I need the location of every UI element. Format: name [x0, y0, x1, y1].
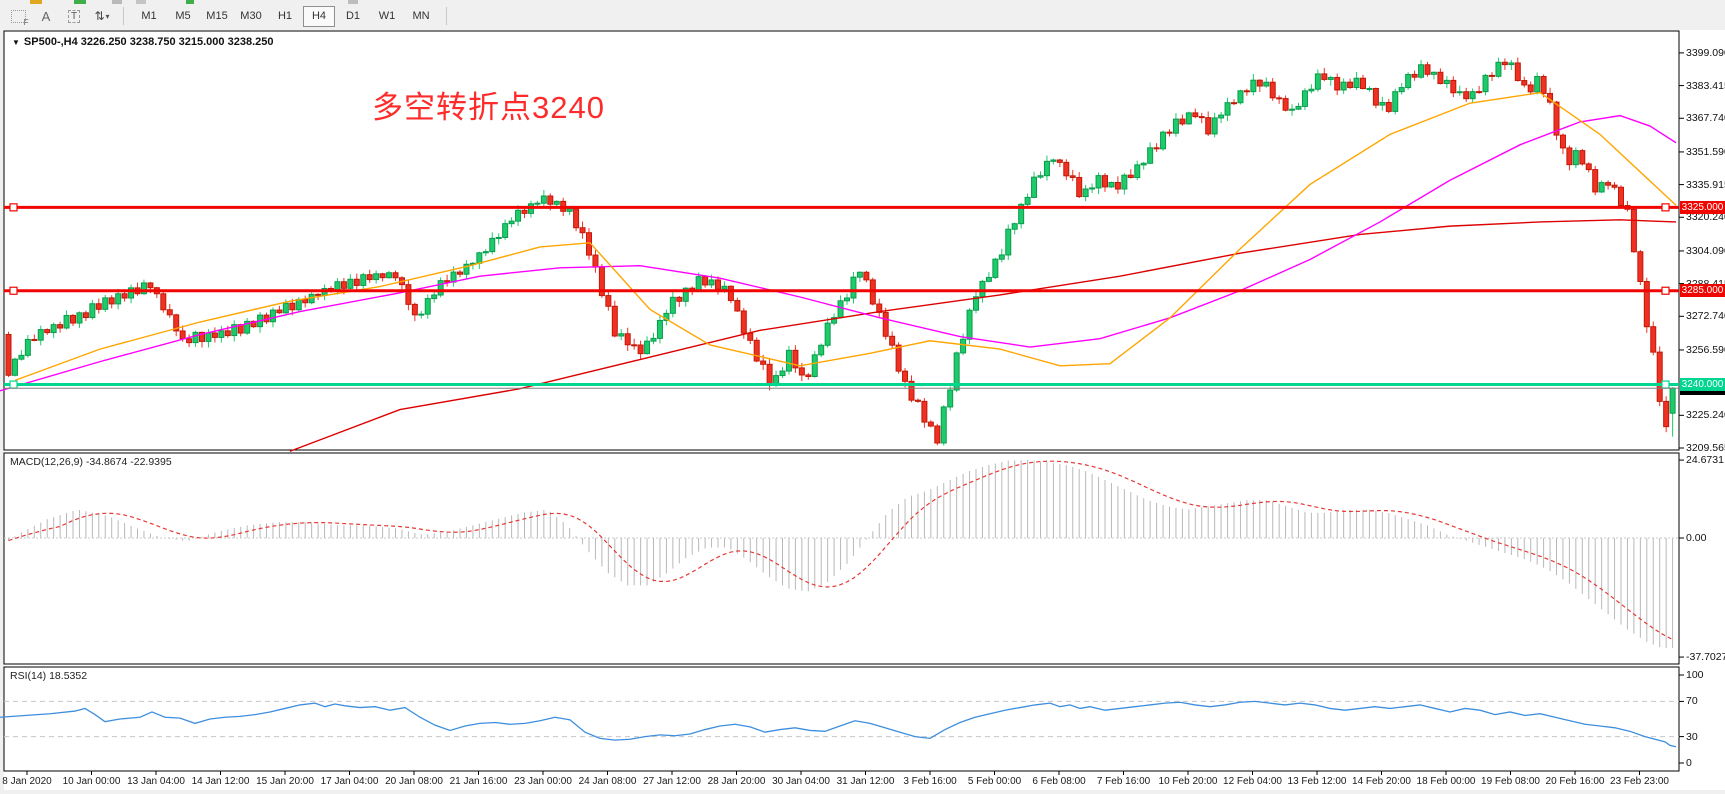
time-axis-label: 20 Jan 08:00 [385, 776, 443, 787]
price-tag-3240: 3240.000 [1680, 378, 1725, 392]
timeframe-button-h4[interactable]: H4 [303, 5, 335, 27]
timeframe-button-d1[interactable]: D1 [345, 9, 361, 22]
clipped-icon-fragment [186, 0, 194, 4]
time-axis-label: 18 Feb 00:00 [1416, 776, 1476, 787]
price-axis-label: 3272.740 [1686, 310, 1725, 323]
price-axis-label: 3304.090 [1686, 244, 1725, 257]
candlestick-series [5, 57, 1676, 446]
time-axis-label: 28 Jan 20:00 [707, 776, 766, 787]
timeframe-button-m30[interactable]: M30 [240, 9, 262, 22]
price-axis-label: 3351.590 [1686, 145, 1725, 158]
time-axis-label: 14 Jan 12:00 [191, 776, 250, 787]
timeframe-button-m15[interactable]: M15 [206, 9, 228, 22]
time-axis-label: 12 Feb 04:00 [1223, 776, 1282, 787]
time-axis-label: 30 Jan 04:00 [772, 776, 830, 787]
price-axis-label: 3225.240 [1686, 409, 1725, 422]
tool-row: F A T ⇅ ▾ M1 M5 M15 M30 H1 H4 D1 W1 MN [6, 5, 452, 27]
time-axis-label: 27 Jan 12:00 [643, 776, 701, 787]
macd-axis-label: -37.7027 [1686, 651, 1725, 664]
timeframe-buttons: M1 M5 M15 M30 H1 H4 D1 W1 MN [133, 5, 437, 27]
text-label-tool-icon[interactable]: A [41, 8, 51, 24]
text-tool-icon[interactable]: T [62, 5, 86, 27]
clipped-icon-fragment [348, 0, 358, 4]
clipped-icon-fragment [74, 0, 86, 4]
timeframe-button-mn[interactable]: MN [412, 9, 430, 22]
time-axis-label: 8 Jan 2020 [2, 776, 52, 787]
price-tag-3285: 3285.000 [1680, 284, 1725, 298]
time-axis-label: 7 Feb 16:00 [1096, 776, 1151, 787]
price-tag-3325: 3325.000 [1680, 200, 1725, 214]
timeframe-button-w1[interactable]: W1 [378, 9, 396, 22]
hline-handle[interactable] [9, 380, 18, 389]
main-pane-frame [3, 30, 1680, 451]
price-axis-label: 3367.740 [1686, 112, 1725, 125]
rsi-axis-label: 30 [1686, 730, 1698, 743]
clipped-icon-fragment [136, 0, 146, 4]
symbol-ohlc-line[interactable]: ▼ SP500-,H4 3226.250 3238.750 3215.000 32… [12, 36, 274, 48]
hline-handle[interactable] [9, 286, 18, 295]
time-axis-label: 13 Feb 12:00 [1287, 776, 1347, 787]
hline-handle[interactable] [1661, 286, 1670, 295]
timeframe-button-m5[interactable]: M5 [175, 9, 191, 22]
macd-signal-line [8, 460, 1673, 640]
rsi-label: RSI(14) 18.5352 [10, 670, 88, 682]
hline-handle[interactable] [9, 203, 18, 212]
macd-histogram [8, 460, 1674, 649]
time-axis-label: 13 Jan 04:00 [127, 776, 185, 787]
macd-label: MACD(12,26,9) -34.8674 -22.9395 [10, 456, 172, 468]
price-axis-label: 3209.565 [1686, 441, 1725, 454]
chart-annotation-text[interactable]: 多空转折点3240 [372, 90, 605, 125]
clipped-icon-fragment [30, 0, 42, 4]
time-axis-label: 10 Feb 20:00 [1158, 776, 1218, 787]
rsi-pane-frame [3, 666, 1680, 772]
time-axis-label: 24 Jan 08:00 [578, 776, 637, 787]
time-axis-label: 31 Jan 12:00 [836, 776, 895, 787]
time-axis-label: 20 Feb 16:00 [1545, 776, 1605, 787]
toolbar-separator [446, 7, 447, 25]
time-axis-label: 5 Feb 00:00 [967, 776, 1022, 787]
toolbar: F A T ⇅ ▾ M1 M5 M15 M30 H1 H4 D1 W1 MN [0, 0, 1725, 30]
time-axis-label: 23 Jan 00:00 [514, 776, 572, 787]
macd-axis-label: 0.00 [1686, 532, 1707, 544]
time-axis-label: 6 Feb 08:00 [1032, 776, 1086, 787]
rsi-axis-label: 100 [1686, 669, 1704, 681]
chevron-down-icon: ▼ [12, 38, 20, 47]
timeframe-button-m1[interactable]: M1 [141, 9, 157, 22]
price-axis-label: 3335.915 [1686, 178, 1725, 191]
time-axis-label: 3 Feb 16:00 [903, 776, 957, 787]
rsi-axis-label: 70 [1686, 695, 1698, 708]
price-axis-label: 3320.240 [1686, 211, 1725, 224]
time-axis-label: 15 Jan 20:00 [256, 776, 314, 787]
time-axis-label: 14 Feb 20:00 [1352, 776, 1411, 787]
price-axis-label: 3399.090 [1686, 46, 1725, 59]
time-axis-label: 23 Feb 23:00 [1610, 776, 1669, 787]
ma-orange-fast [14, 91, 1677, 382]
hline-handle[interactable] [1661, 203, 1670, 212]
macd-axis-label: 24.6731 [1686, 454, 1724, 467]
time-axis-label: 21 Jan 16:00 [449, 776, 508, 787]
macd-pane-frame [3, 452, 1680, 665]
clipped-icon-fragment [112, 0, 122, 4]
time-axis-label: 10 Jan 00:00 [62, 776, 121, 787]
price-axis-label: 3256.590 [1686, 343, 1725, 356]
price-axis-label: 3383.415 [1686, 79, 1725, 92]
hline-handle[interactable] [1661, 380, 1670, 389]
arrow-tool-icon[interactable]: ⇅ ▾ [94, 9, 110, 23]
chevron-down-icon: ▾ [105, 11, 110, 21]
rsi-axis-label: 0 [1686, 757, 1692, 769]
time-axis-label: 19 Feb 08:00 [1481, 776, 1540, 787]
timeframe-button-h1[interactable]: H1 [277, 9, 293, 22]
rsi-line [0, 700, 1677, 748]
time-axis-label: 17 Jan 04:00 [320, 776, 379, 787]
ma-magenta-medium [0, 114, 1677, 392]
toolbar-separator [123, 7, 124, 25]
crosshair-tool-icon[interactable]: F [6, 5, 30, 27]
